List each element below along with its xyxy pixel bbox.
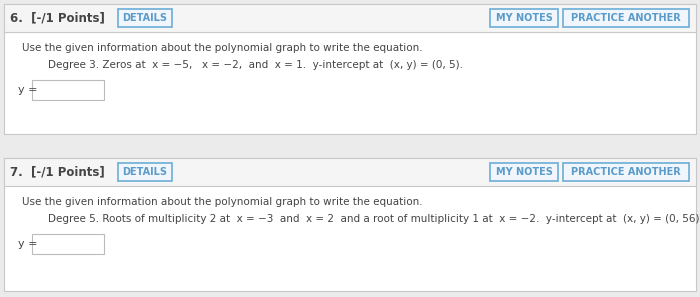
Bar xyxy=(4,4,696,32)
Text: Degree 5. Roots of multiplicity 2 at  x = −3  and  x = 2  and a root of multipli: Degree 5. Roots of multiplicity 2 at x =… xyxy=(48,214,700,224)
Bar xyxy=(32,234,104,254)
Text: Degree 3. Zeros at  x = −5,   x = −2,  and  x = 1.  y-intercept at  (x, y) = (0,: Degree 3. Zeros at x = −5, x = −2, and x… xyxy=(48,60,463,70)
Text: DETAILS: DETAILS xyxy=(122,167,167,177)
Text: y =: y = xyxy=(18,85,38,95)
Bar xyxy=(490,163,558,181)
Text: 6.  [-/1 Points]: 6. [-/1 Points] xyxy=(10,12,105,24)
Text: MY NOTES: MY NOTES xyxy=(496,167,552,177)
Bar xyxy=(32,80,104,100)
Bar xyxy=(118,9,172,27)
Text: y =: y = xyxy=(18,239,38,249)
Bar xyxy=(4,158,696,291)
Bar xyxy=(4,4,696,134)
Bar xyxy=(563,163,689,181)
Text: Use the given information about the polynomial graph to write the equation.: Use the given information about the poly… xyxy=(22,43,423,53)
Text: 7.  [-/1 Points]: 7. [-/1 Points] xyxy=(10,165,105,178)
Text: DETAILS: DETAILS xyxy=(122,13,167,23)
Bar xyxy=(118,163,172,181)
Text: PRACTICE ANOTHER: PRACTICE ANOTHER xyxy=(571,13,681,23)
Bar xyxy=(563,9,689,27)
Bar xyxy=(4,158,696,186)
Text: MY NOTES: MY NOTES xyxy=(496,13,552,23)
Text: Use the given information about the polynomial graph to write the equation.: Use the given information about the poly… xyxy=(22,197,423,207)
Bar xyxy=(490,9,558,27)
Text: PRACTICE ANOTHER: PRACTICE ANOTHER xyxy=(571,167,681,177)
